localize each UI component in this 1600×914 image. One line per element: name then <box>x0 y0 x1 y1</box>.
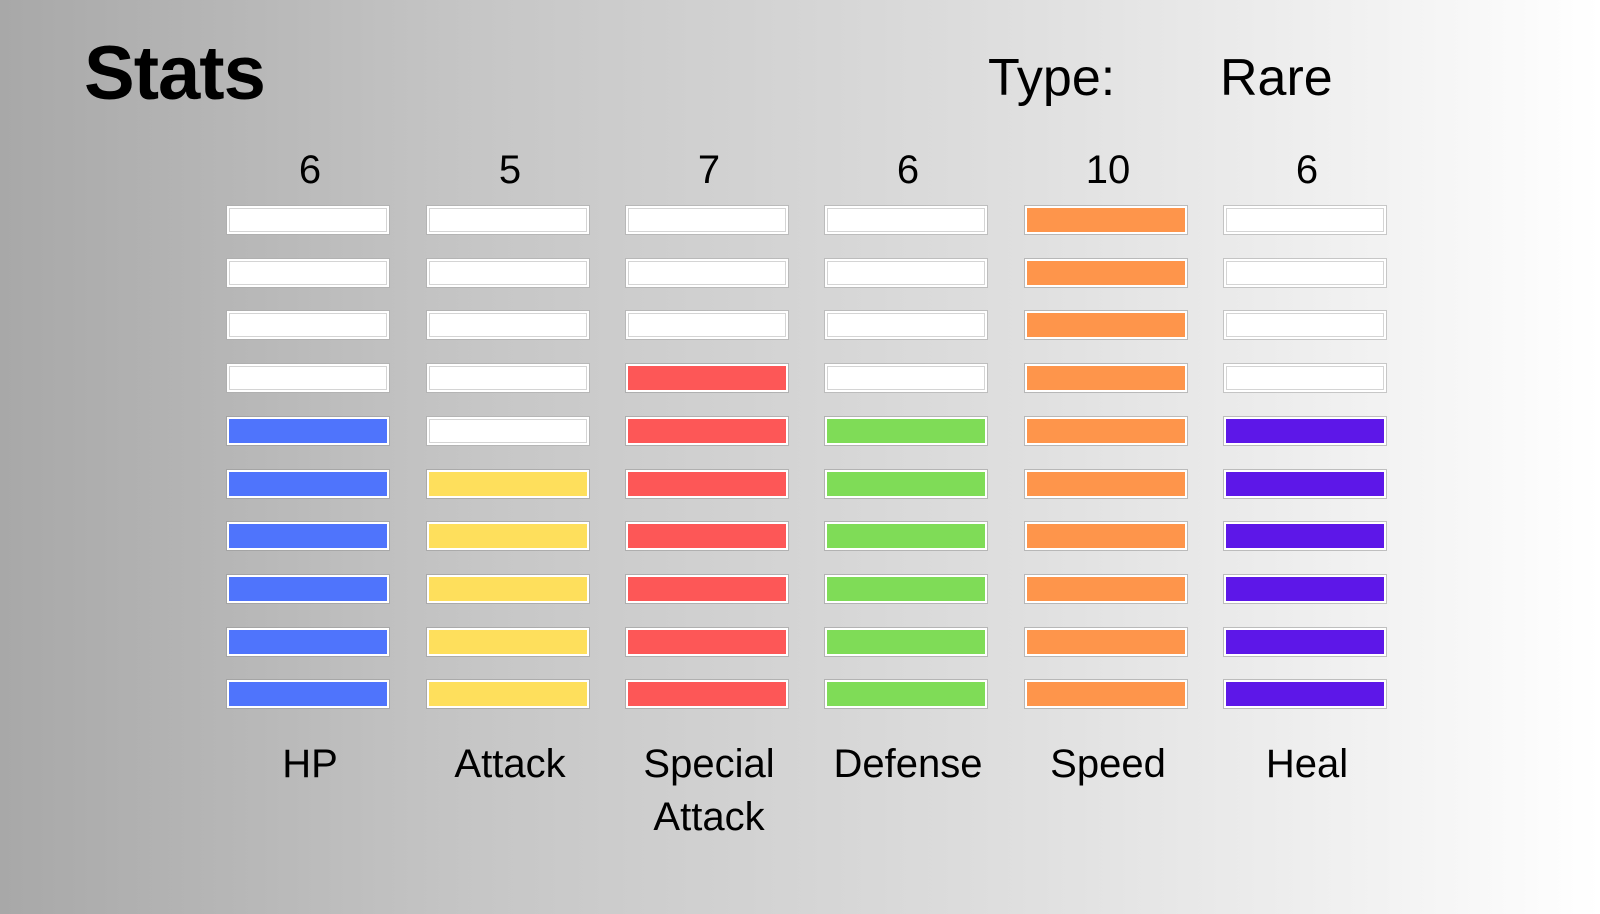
stat-bar-segment-special-attack <box>626 680 788 709</box>
stat-bar-segment-defense <box>825 574 987 603</box>
stat-bar-segment-heal <box>1224 522 1386 551</box>
stat-bar-segment-special-attack <box>626 311 788 340</box>
stat-bar-segment-attack <box>427 574 589 603</box>
stat-bar-segment-attack <box>427 364 589 393</box>
stat-bar-segment-hp <box>227 522 389 551</box>
stat-label-attack: Attack <box>454 742 566 786</box>
stat-bar-segment-heal <box>1224 258 1386 287</box>
stat-bar-segment-hp <box>227 680 389 709</box>
stat-bar-segment-heal <box>1224 469 1386 498</box>
stat-bar-segment-defense <box>825 627 987 656</box>
stat-bar-segment-heal <box>1224 311 1386 340</box>
stat-bar-segment-hp <box>227 416 389 445</box>
stat-bar-segment-special-attack <box>626 574 788 603</box>
stat-bar-segment-speed <box>1025 469 1187 498</box>
stat-bar-segment-defense <box>825 258 987 287</box>
stat-bar-segment-special-attack <box>626 416 788 445</box>
stat-label-speed: Speed <box>1050 742 1166 786</box>
stat-value-heal: 6 <box>1295 148 1319 192</box>
stat-bar-segment-hp <box>227 469 389 498</box>
stat-bar-segment-hp <box>227 258 389 287</box>
stat-bar-segment-defense <box>825 311 987 340</box>
stat-bar-segment-defense <box>825 522 987 551</box>
stat-bar-segment-defense <box>825 469 987 498</box>
stat-value-defense: 6 <box>896 148 920 192</box>
stat-bar-segment-attack <box>427 680 589 709</box>
stat-bar-segment-hp <box>227 574 389 603</box>
stat-bar-segment-heal <box>1224 364 1386 393</box>
stat-bar-segment-hp <box>227 364 389 393</box>
stat-bar-segment-heal <box>1224 574 1386 603</box>
stat-bar-segment-heal <box>1224 680 1386 709</box>
stat-bar-segment-heal <box>1224 416 1386 445</box>
stat-bar-segment-hp <box>227 206 389 234</box>
stat-value-attack: 5 <box>498 148 522 192</box>
stat-bar-segment-heal <box>1224 206 1386 234</box>
stat-bar-segment-special-attack <box>626 469 788 498</box>
stats-title: Stats <box>84 31 266 116</box>
type-label: Type: <box>988 49 1116 107</box>
stat-bar-segment-special-attack <box>626 522 788 551</box>
stat-bar-segment-attack <box>427 416 589 445</box>
stat-bar-segment-special-attack <box>626 627 788 656</box>
stat-bar-segment-speed <box>1025 627 1187 656</box>
stat-value-speed: 10 <box>1085 148 1131 192</box>
stat-bar-segment-hp <box>227 311 389 340</box>
stat-value-special-attack: 7 <box>697 148 721 192</box>
stat-bar-segment-special-attack <box>626 206 788 234</box>
stat-bar-segment-defense <box>825 206 987 234</box>
stat-bar-segment-attack <box>427 258 589 287</box>
stat-bar-segment-defense <box>825 364 987 393</box>
stat-bar-segment-defense <box>825 416 987 445</box>
stat-bar-segment-speed <box>1025 416 1187 445</box>
stat-value-hp: 6 <box>298 148 322 192</box>
type-value: Rare <box>1220 49 1333 107</box>
stat-bar-segment-speed <box>1025 206 1187 234</box>
stat-bar-segment-special-attack <box>626 258 788 287</box>
stat-bar-segment-attack <box>427 206 589 234</box>
stat-label-special-attack: Special Attack <box>643 742 775 839</box>
stat-bar-segment-attack <box>427 522 589 551</box>
stat-bar-segment-attack <box>427 469 589 498</box>
stat-label-defense: Defense <box>833 742 983 786</box>
stat-bar-segment-hp <box>227 627 389 656</box>
stat-bar-segment-defense <box>825 680 987 709</box>
stat-bar-segment-speed <box>1025 364 1187 393</box>
stat-bar-segment-heal <box>1224 627 1386 656</box>
stat-bar-segment-attack <box>427 627 589 656</box>
stat-bar-segment-speed <box>1025 522 1187 551</box>
stat-bar-segment-speed <box>1025 258 1187 287</box>
stat-bar-segment-speed <box>1025 680 1187 709</box>
stat-label-heal: Heal <box>1265 742 1349 786</box>
stat-bar-segment-attack <box>427 311 589 340</box>
stat-bar-segment-speed <box>1025 574 1187 603</box>
stat-bar-segment-speed <box>1025 311 1187 340</box>
stat-bar-segment-special-attack <box>626 364 788 393</box>
stat-label-hp: HP <box>282 742 338 786</box>
